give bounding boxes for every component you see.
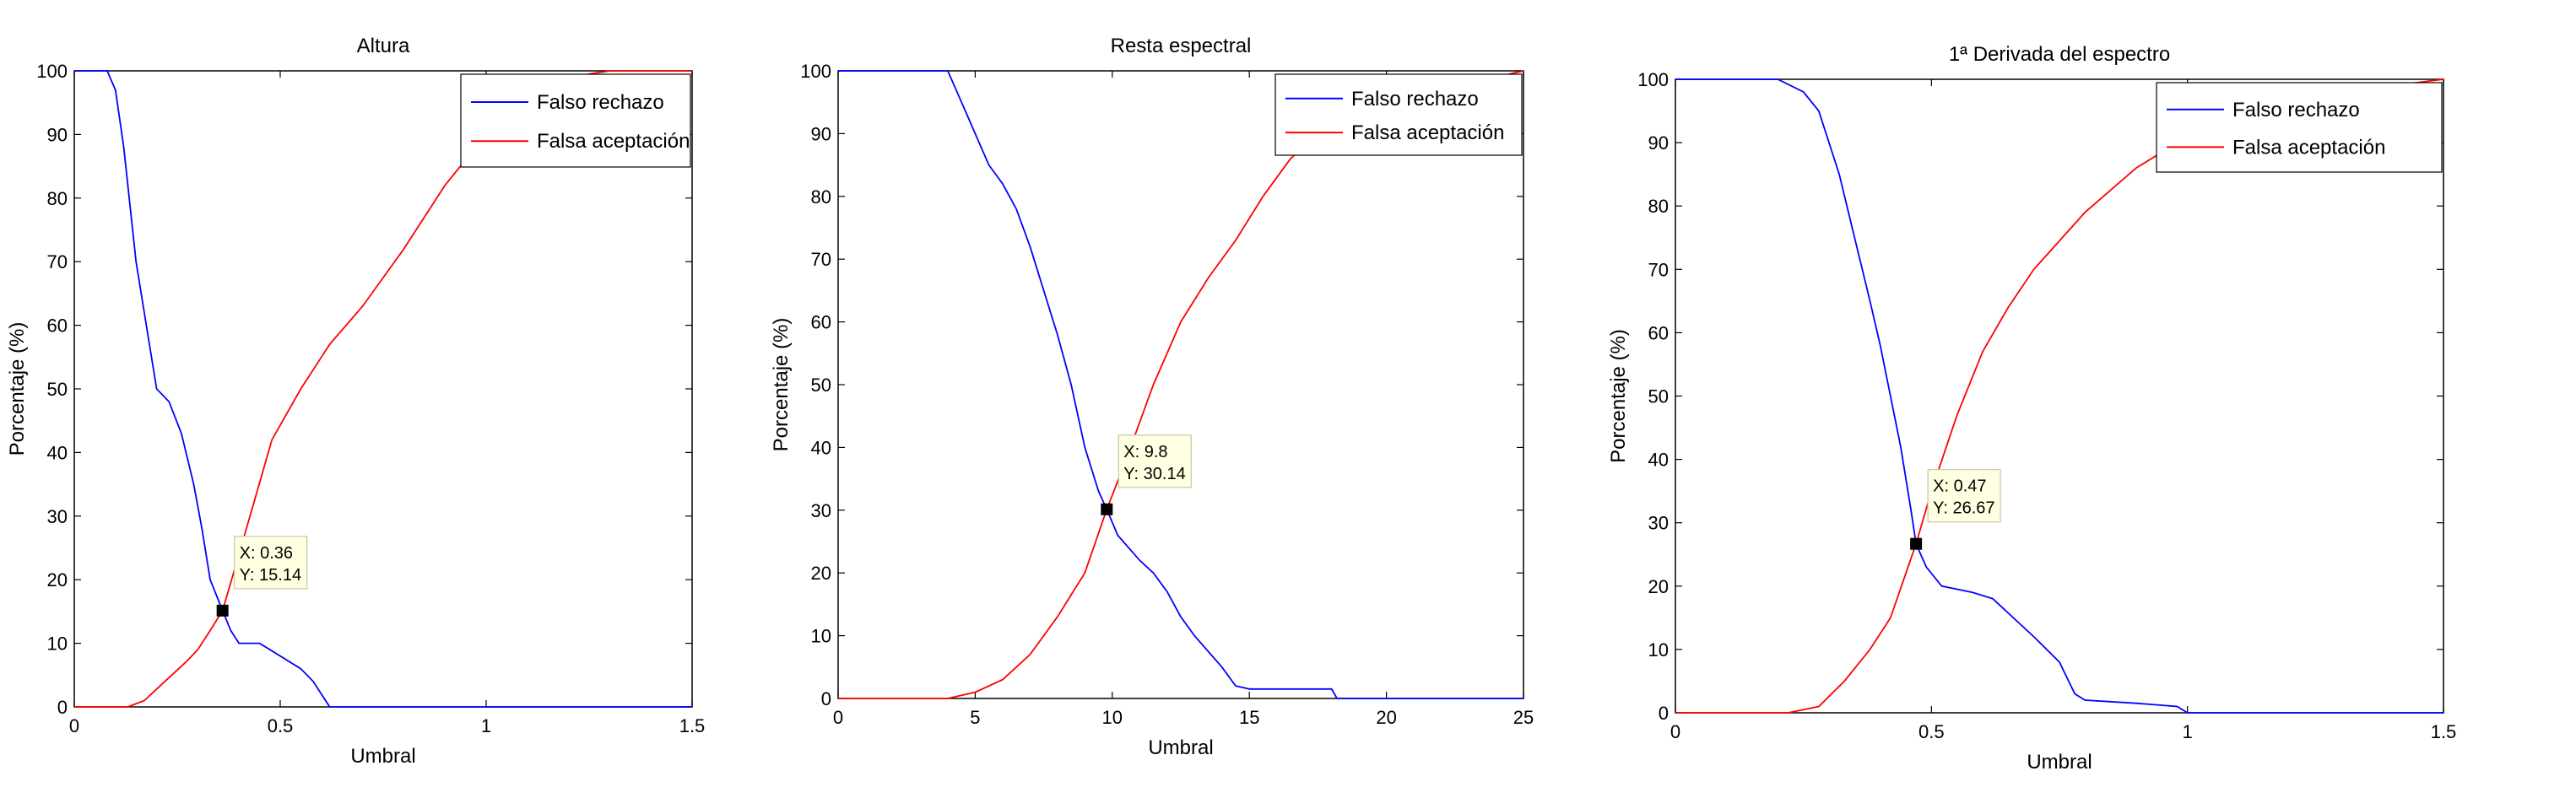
x-tick-label: 0 [1670,721,1680,742]
datatip-x: X: 0.47 [1933,477,1986,496]
series-line-falsa-aceptacion [1675,78,2444,714]
y-tick-label: 40 [811,437,831,458]
chart-title: Altura [357,35,410,57]
y-tick-label: 70 [811,249,831,270]
datatip-marker[interactable] [1910,537,1923,550]
legend-label: Falso rechazo [537,91,664,114]
y-axis-label: Porcentaje (%) [1607,329,1630,463]
y-tick-label: 0 [1659,703,1669,724]
y-axis-label: Porcentaje (%) [770,318,793,452]
y-tick-label: 60 [1648,322,1669,343]
legend-box [460,73,691,168]
y-tick-label: 100 [36,61,68,82]
y-tick-label: 10 [47,634,68,655]
y-tick-label: 100 [1637,69,1669,90]
plot-frame [1675,78,2444,714]
datatip-box [1118,434,1192,488]
y-tick-label: 30 [811,500,831,521]
x-tick-label: 0 [69,715,79,736]
y-tick-label: 60 [47,315,68,337]
chart-title: Resta espectral [1111,35,1252,57]
y-tick-label: 10 [1648,639,1669,661]
legend: Falso rechazo Falsa aceptación [1274,73,1523,156]
x-tick-label: 1 [2183,721,2193,742]
y-tick-label: 50 [47,379,68,400]
series-line-falso-rechazo [1675,78,2443,714]
x-axis-label: Umbral [1148,736,1213,759]
y-tick-label: 70 [1648,259,1669,280]
x-tick-label: 0.5 [268,715,294,736]
y-tick-label: 100 [800,61,831,82]
legend: Falso rechazo Falsa aceptación [2156,82,2443,173]
x-tick-label: 0 [833,707,843,728]
plot-frame [837,70,1524,699]
x-tick-label: 5 [970,707,980,728]
y-axis-label: Porcentaje (%) [6,322,29,456]
y-tick-label: 70 [47,251,68,272]
y-tick-label: 50 [811,375,831,396]
legend-label: Falsa aceptación [537,130,690,153]
datatip-x: X: 0.36 [240,544,293,563]
legend-label: Falso rechazo [2232,99,2360,121]
datatip-box [234,536,308,590]
datatip-y: Y: 30.14 [1123,465,1185,483]
y-tick-label: 40 [47,442,68,463]
y-tick-label: 30 [1648,513,1669,534]
x-tick-label: 0.5 [1918,721,1945,742]
datatip-y: Y: 15.14 [240,566,301,585]
datatip-marker[interactable] [1101,503,1113,515]
y-tick-label: 0 [57,697,68,718]
x-tick-label: 20 [1376,707,1396,728]
y-tick-label: 20 [1648,576,1669,597]
datatip-y: Y: 26.67 [1933,499,1994,518]
legend-label: Falsa aceptación [1351,121,1504,144]
datatip: X: 0.36 Y: 15.14 [234,536,308,590]
y-tick-label: 0 [821,688,831,709]
chart-title: 1ª Derivada del espectro [1949,43,2170,66]
y-tick-label: 30 [47,506,68,527]
x-axis-label: Umbral [2027,751,2092,774]
series-line-falso-rechazo [74,70,692,708]
legend-label: Falso rechazo [1351,88,1479,111]
y-tick-label: 20 [811,563,831,584]
legend-box [1274,73,1523,156]
legend-box [2156,82,2443,173]
legend-label: Falsa aceptación [2232,136,2385,159]
y-tick-label: 80 [1648,196,1669,217]
y-tick-label: 80 [47,188,68,209]
y-tick-label: 90 [811,123,831,144]
x-tick-label: 10 [1102,707,1123,728]
datatip-x: X: 9.8 [1123,443,1167,461]
x-tick-label: 1.5 [679,715,706,736]
x-tick-label: 15 [1239,707,1259,728]
x-tick-label: 25 [1513,707,1534,728]
chart-panel-2: Resta espectral 0 5 10 15 20 25 0 10 20 30 40 50 60 70… [770,35,1534,759]
y-tick-label: 10 [811,626,831,647]
y-tick-label: 20 [47,569,68,590]
x-tick-label: 1 [481,715,491,736]
series-line-falso-rechazo [838,70,1523,699]
y-tick-label: 90 [47,124,68,145]
chart-panel-3: 1ª Derivada del espectro 0 0.5 1 1.5 0 10 20 30 4… [1607,43,2456,774]
chart-panel-1: Altura 0 0.5 1 1.5 0 10 20 30 40 50 60 70 80 90 100 Umbr… [6,35,705,768]
y-tick-label: 80 [811,186,831,208]
datatip: X: 0.47 Y: 26.67 [1927,469,2001,523]
y-tick-label: 60 [811,312,831,333]
x-axis-label: Umbral [350,745,415,768]
series-line-falsa-aceptacion [838,70,1524,699]
legend: Falso rechazo Falsa aceptación [460,73,691,168]
y-tick-label: 50 [1648,386,1669,407]
datatip-box [1927,469,2001,523]
datatip-marker[interactable] [216,604,229,617]
y-tick-label: 90 [1648,132,1669,154]
datatip: X: 9.8 Y: 30.14 [1118,434,1192,488]
y-tick-label: 40 [1648,450,1669,471]
x-tick-label: 1.5 [2431,721,2457,742]
